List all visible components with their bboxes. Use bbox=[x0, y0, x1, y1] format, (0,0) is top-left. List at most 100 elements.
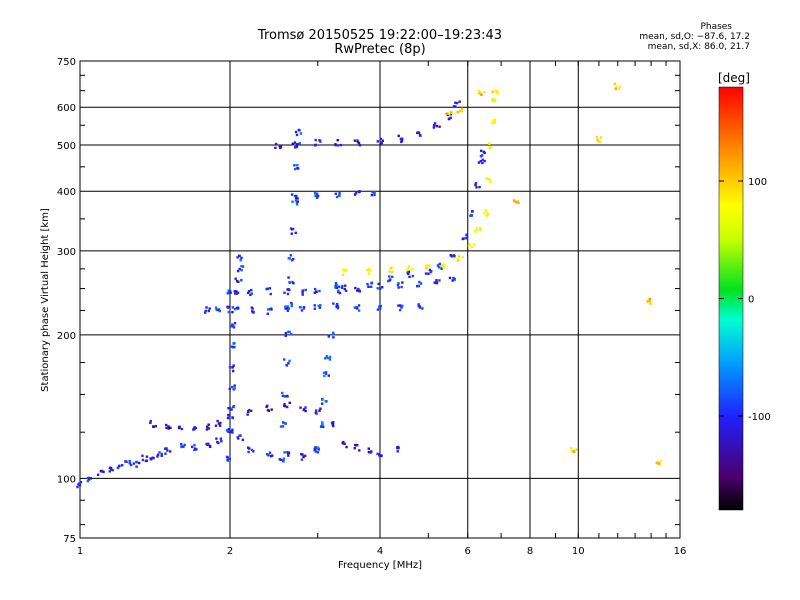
data-point bbox=[417, 284, 420, 288]
data-point bbox=[239, 259, 242, 262]
data-point bbox=[315, 409, 318, 412]
data-point bbox=[322, 425, 325, 429]
data-point bbox=[377, 452, 381, 456]
data-point bbox=[517, 201, 520, 205]
data-point bbox=[464, 237, 468, 240]
data-point bbox=[406, 271, 409, 274]
data-point bbox=[237, 254, 241, 257]
data-point bbox=[369, 285, 373, 288]
data-point bbox=[271, 454, 274, 457]
data-point bbox=[407, 265, 411, 268]
data-point bbox=[354, 443, 357, 447]
data-point bbox=[613, 82, 617, 86]
data-point bbox=[658, 462, 661, 466]
data-point bbox=[268, 451, 272, 454]
data-point bbox=[371, 190, 374, 194]
data-point bbox=[102, 470, 105, 474]
data-point bbox=[570, 446, 573, 450]
data-point bbox=[152, 456, 155, 460]
data-point bbox=[137, 461, 141, 465]
data-point bbox=[248, 289, 251, 293]
data-point bbox=[180, 445, 183, 449]
data-point bbox=[389, 267, 392, 270]
data-point bbox=[343, 268, 346, 271]
data-point bbox=[367, 270, 371, 273]
data-point bbox=[617, 87, 620, 90]
data-point bbox=[328, 355, 332, 359]
data-point bbox=[454, 101, 457, 104]
data-point bbox=[595, 135, 598, 139]
data-point bbox=[478, 185, 481, 189]
data-point bbox=[285, 405, 289, 409]
data-point bbox=[314, 143, 317, 147]
data-point bbox=[87, 478, 91, 481]
data-point bbox=[474, 230, 477, 233]
data-point bbox=[301, 293, 304, 296]
data-point bbox=[228, 387, 231, 391]
data-point bbox=[290, 304, 293, 308]
data-point bbox=[319, 425, 323, 428]
data-point bbox=[457, 259, 460, 262]
data-point bbox=[315, 412, 318, 415]
data-point bbox=[228, 290, 232, 293]
data-point bbox=[419, 134, 422, 137]
data-point bbox=[376, 308, 380, 311]
data-point bbox=[447, 117, 451, 121]
data-point bbox=[398, 304, 402, 307]
data-point bbox=[164, 452, 167, 455]
data-point bbox=[296, 143, 299, 146]
data-point bbox=[493, 99, 497, 103]
data-point bbox=[205, 306, 208, 309]
data-point bbox=[367, 447, 370, 450]
data-point bbox=[338, 193, 341, 197]
data-point bbox=[145, 459, 149, 462]
data-point bbox=[471, 210, 474, 213]
data-point bbox=[456, 111, 460, 114]
data-point bbox=[120, 464, 124, 467]
data-point bbox=[425, 266, 428, 270]
data-point bbox=[286, 309, 289, 312]
data-point bbox=[268, 287, 272, 290]
x-tick-label: 6 bbox=[465, 546, 471, 557]
data-point bbox=[513, 200, 517, 204]
data-point bbox=[441, 265, 445, 268]
data-point bbox=[217, 308, 221, 311]
data-point bbox=[343, 442, 346, 445]
data-point bbox=[659, 460, 663, 463]
data-point bbox=[435, 279, 438, 282]
data-point bbox=[246, 413, 249, 416]
data-point bbox=[228, 414, 231, 417]
data-point bbox=[366, 282, 369, 286]
data-point bbox=[298, 306, 302, 309]
data-point bbox=[399, 137, 403, 141]
data-point bbox=[475, 229, 478, 232]
data-point bbox=[295, 145, 299, 148]
data-point bbox=[358, 449, 361, 452]
data-point bbox=[265, 287, 268, 291]
data-point bbox=[216, 419, 219, 423]
data-point bbox=[435, 124, 439, 128]
chart-subtitle: RwPretec (8p) bbox=[334, 42, 426, 57]
data-point bbox=[316, 194, 320, 198]
data-point bbox=[235, 279, 239, 283]
data-point bbox=[337, 285, 341, 288]
data-point bbox=[235, 306, 239, 310]
data-point bbox=[290, 303, 294, 306]
data-point bbox=[232, 369, 235, 373]
data-point bbox=[357, 309, 361, 312]
data-point bbox=[353, 193, 357, 196]
data-point bbox=[238, 267, 241, 271]
data-point bbox=[207, 427, 211, 430]
axis-ticks: 1 2 4 6 8 10 16 75 100 200 300 400 500 600 750 bbox=[57, 57, 686, 557]
data-point bbox=[373, 191, 376, 194]
data-point bbox=[379, 304, 382, 308]
x-tick-label: 4 bbox=[377, 546, 383, 557]
data-point bbox=[128, 459, 131, 463]
y-axis-label: Stationary phase Virtual Height [km] bbox=[40, 208, 51, 392]
data-point bbox=[418, 280, 421, 284]
data-point bbox=[461, 107, 464, 110]
data-point bbox=[293, 164, 296, 167]
data-point bbox=[331, 331, 335, 335]
data-point bbox=[231, 310, 234, 314]
data-point bbox=[215, 308, 218, 311]
